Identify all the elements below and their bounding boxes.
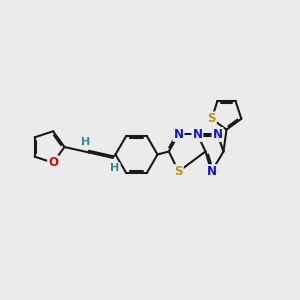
Text: H: H: [82, 137, 91, 147]
Text: N: N: [173, 128, 184, 141]
Text: H: H: [110, 163, 119, 173]
Text: N: N: [212, 128, 223, 141]
Text: S: S: [174, 165, 183, 178]
Text: O: O: [48, 156, 58, 169]
Text: N: N: [206, 165, 217, 178]
Text: N: N: [192, 128, 203, 141]
Text: S: S: [207, 112, 216, 125]
